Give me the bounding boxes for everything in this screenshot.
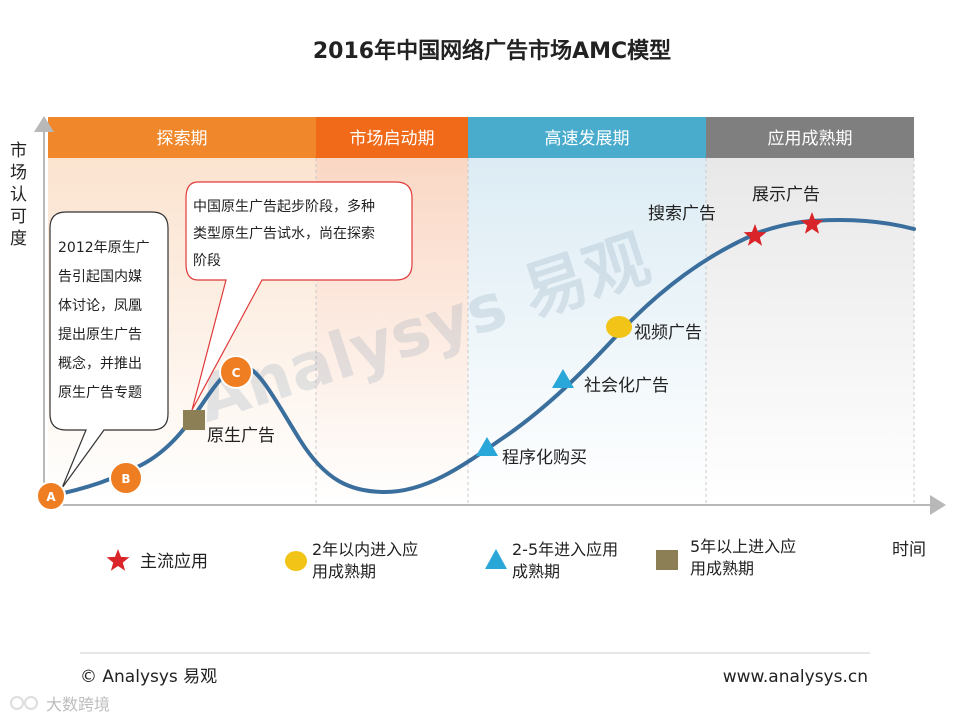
programmatic-triangle-icon — [476, 437, 498, 456]
phase-headers: 探索期 市场启动期 高速发展期 应用成熟期 — [48, 117, 914, 158]
stage-marker-b: B — [109, 461, 143, 495]
legend-circle-icon — [285, 551, 307, 571]
callout-line: 2012年原生广 — [58, 240, 150, 256]
native-ad-label: 原生广告 — [207, 426, 275, 446]
phase-label-startup: 市场启动期 — [350, 129, 435, 149]
phase-header-maturity — [706, 117, 914, 158]
diagram-title: 2016年中国网络广告市场AMC模型 — [313, 38, 671, 64]
legend-label-mainstream: 主流应用 — [140, 552, 208, 572]
phase-label-exploration: 探索期 — [157, 129, 208, 149]
star-icon — [800, 212, 824, 234]
star-icon — [743, 224, 767, 246]
phase-bg-maturity — [706, 158, 914, 503]
callout-line: 提出原生广告 — [58, 327, 142, 343]
legend: 主流应用 2年以内进入应 用成熟期 2-5年进入应用 成熟期 5年以上进入应 用… — [106, 537, 801, 581]
programmatic-label: 程序化购买 — [502, 448, 587, 468]
callout-2012: 2012年原生广 告引起国内媒 体讨论，凤凰 提出原生广告 概念，并推出 原生广… — [49, 211, 169, 489]
social-label: 社会化广告 — [584, 376, 669, 396]
video-circle-icon — [606, 316, 632, 338]
display-label: 展示广告 — [752, 185, 820, 205]
phase-header-growth — [468, 117, 706, 158]
y-axis-label: 市 场 认 可 度 — [10, 141, 27, 249]
y-axis-char: 场 — [10, 163, 27, 183]
phase-label-maturity: 应用成熟期 — [768, 128, 853, 149]
callout-line: 告引起国内媒 — [58, 269, 142, 285]
y-axis-char: 可 — [10, 207, 27, 227]
native-ad-square-icon — [183, 410, 205, 430]
footer-copyright: © Analysys 易观 — [80, 667, 217, 687]
callout-line: 阶段 — [193, 253, 221, 269]
legend-label-5yr: 5年以上进入应 用成熟期 — [690, 537, 801, 578]
phase-label-growth: 高速发展期 — [545, 129, 630, 149]
display-star-icon — [800, 212, 824, 234]
legend-triangle-icon — [485, 549, 507, 569]
legend-square-icon — [656, 550, 678, 570]
star-icon — [106, 549, 130, 571]
phase-header-startup — [316, 117, 468, 158]
footer-website: www.analysys.cn — [723, 667, 868, 687]
svg-text:B: B — [121, 472, 130, 486]
phase-bg-growth — [468, 158, 706, 503]
callout-line: 原生广告专题 — [58, 385, 142, 401]
svg-text:A: A — [46, 490, 56, 504]
stage-marker-c: C — [219, 355, 253, 389]
phase-header-exploration — [48, 117, 316, 158]
search-star-icon — [743, 224, 767, 246]
legend-label-2yr: 2年以内进入应 用成熟期 — [312, 540, 423, 581]
y-axis-char: 度 — [10, 229, 27, 249]
search-label: 搜索广告 — [648, 204, 716, 224]
bottom-watermark: 大数跨境 — [46, 695, 110, 714]
stage-marker-a: A — [36, 481, 66, 511]
callout-line: 中国原生广告起步阶段，多种 — [193, 198, 375, 215]
callout-line: 体讨论，凤凰 — [58, 298, 142, 314]
social-triangle-icon — [552, 369, 574, 388]
svg-text:中国原生广告起步阶段，多种 类型原生广告试水，尚: 中国原生广告起步阶段，多种 类型原生广告试水，尚在探索 阶段 — [193, 198, 379, 269]
video-label: 视频广告 — [634, 323, 702, 343]
legend-star-icon — [106, 549, 130, 571]
svg-text:2012年原生广 告引起国内媒 体讨: 2012年原生广 告引起国内媒 体讨论，凤凰 提出原生广告 概念，并推出 原生广… — [58, 240, 154, 401]
x-axis-label: 时间 — [892, 540, 926, 560]
legend-label-2-5yr: 2-5年进入应用 成熟期 — [512, 540, 623, 581]
y-axis-char: 认 — [10, 185, 27, 205]
callout-native-start: 中国原生广告起步阶段，多种 类型原生广告试水，尚在探索 阶段 — [185, 181, 413, 411]
svg-text:C: C — [232, 366, 241, 380]
callout-line: 概念，并推出 — [58, 355, 142, 372]
y-axis-char: 市 — [10, 141, 27, 161]
watermark-logo-icon — [10, 696, 38, 710]
callout-line: 类型原生广告试水，尚在探索 — [193, 225, 375, 242]
